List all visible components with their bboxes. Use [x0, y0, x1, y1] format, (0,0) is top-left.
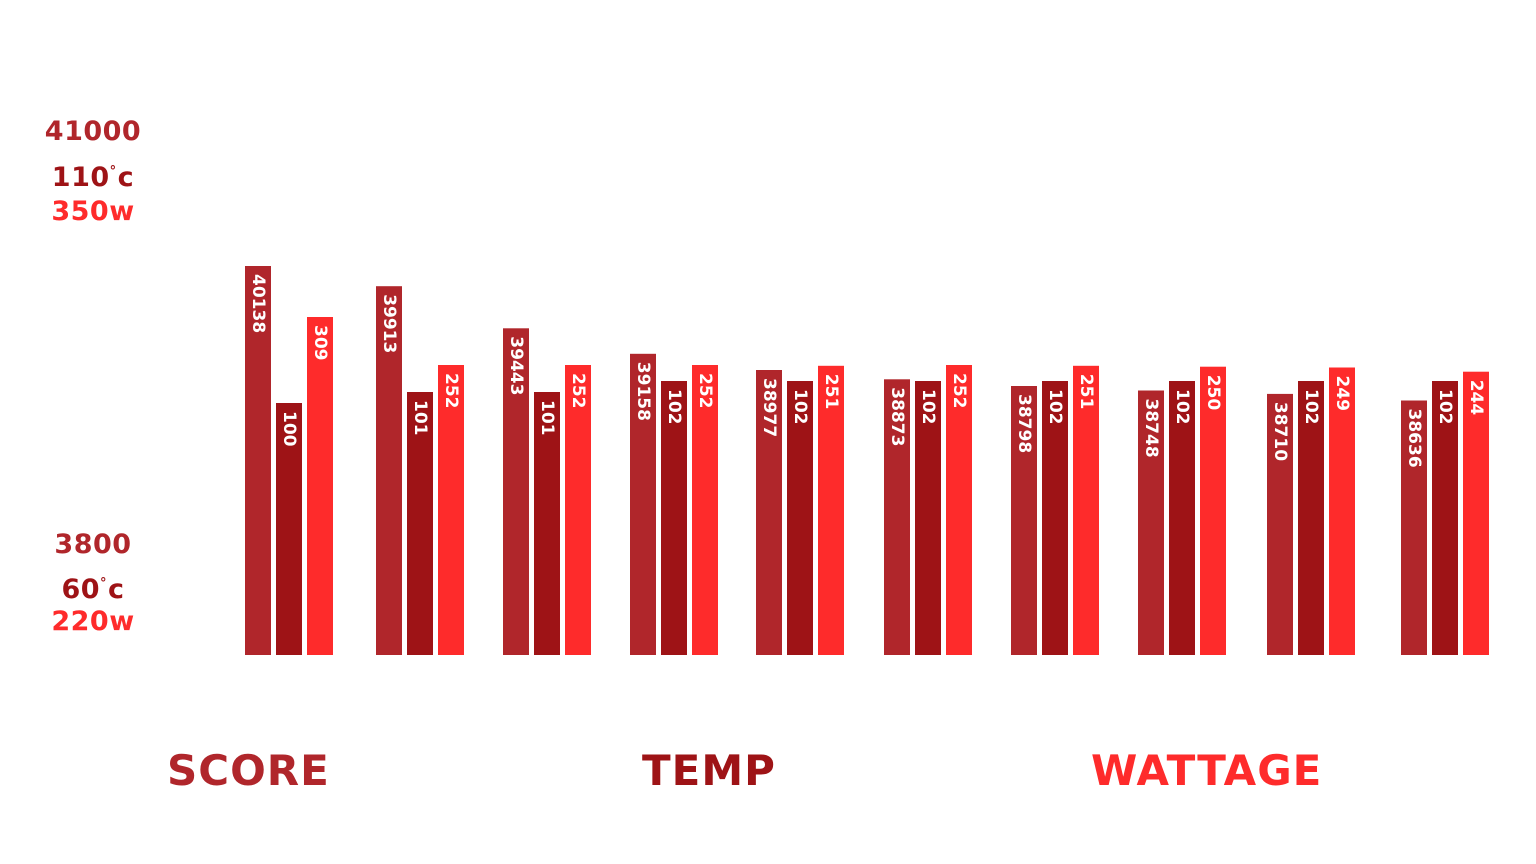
bar-wattage-7: [1073, 365, 1099, 655]
bar-label-score-10: 38636: [1404, 409, 1424, 468]
bar-score-6: [884, 379, 910, 655]
bar-wattage-9: [1329, 367, 1355, 655]
bar-label-wattage-5: 251: [821, 374, 841, 410]
bar-label-wattage-2: 252: [441, 373, 461, 409]
bar-label-temp-10: 102: [1435, 389, 1455, 425]
bar-score-5: [756, 370, 782, 655]
bar-wattage-5: [818, 365, 844, 655]
bar-wattage-10: [1463, 371, 1489, 655]
bar-label-score-1: 40138: [248, 274, 268, 333]
bar-label-score-5: 38977: [759, 378, 779, 437]
bar-score-2: [376, 286, 402, 655]
bar-label-wattage-10: 244: [1466, 380, 1486, 416]
bar-label-wattage-1: 309: [310, 325, 330, 361]
bar-label-temp-4: 102: [664, 389, 684, 425]
bar-temp-7: [1042, 381, 1068, 655]
bar-temp-9: [1298, 381, 1324, 655]
bar-temp-6: [915, 381, 941, 655]
axis-bottom-score-label: 3800: [54, 529, 132, 560]
bar-label-temp-8: 102: [1172, 389, 1192, 425]
bar-label-temp-3: 101: [537, 400, 557, 436]
axis-top-wattage-label: 350w: [51, 196, 135, 227]
bar-label-score-2: 39913: [379, 294, 399, 353]
bar-wattage-6: [946, 365, 972, 655]
axis-top-temp-value: 110: [51, 162, 110, 193]
bar-wattage-1: [307, 317, 333, 655]
bar-label-wattage-4: 252: [695, 373, 715, 409]
axis-bottom-wattage-label: 220w: [51, 606, 135, 637]
axis-bottom-degree-symbol: °: [100, 576, 108, 591]
axis-bottom-temp-label: 60°c: [18, 570, 168, 604]
axis-bottom-temp-value: 60: [61, 574, 101, 605]
axis-top-score-label: 41000: [44, 116, 142, 147]
bar-temp-5: [787, 381, 813, 655]
bar-temp-8: [1169, 381, 1195, 655]
bar-label-score-4: 39158: [633, 362, 653, 421]
bar-label-wattage-8: 250: [1203, 375, 1223, 411]
bar-wattage-4: [692, 365, 718, 655]
bar-label-score-8: 38748: [1141, 399, 1161, 458]
bar-label-temp-9: 102: [1301, 389, 1321, 425]
bar-label-temp-7: 102: [1045, 389, 1065, 425]
bar-label-temp-5: 102: [790, 389, 810, 425]
axis-top-temp-label: 110°c: [18, 158, 168, 192]
bar-score-3: [503, 328, 529, 655]
bar-score-9: [1267, 393, 1293, 655]
bar-wattage-2: [438, 365, 464, 655]
bar-wattage-3: [565, 365, 591, 655]
bar-temp-2: [407, 392, 433, 655]
bar-score-7: [1011, 386, 1037, 655]
bar-label-temp-2: 101: [410, 400, 430, 436]
bar-label-wattage-3: 252: [568, 373, 588, 409]
axis-bottom-temp-unit: c: [108, 574, 125, 605]
legend-wattage: WATTAGE: [1091, 746, 1323, 795]
bar-temp-3: [534, 392, 560, 655]
bar-wattage-8: [1200, 366, 1226, 655]
legend-score: SCORE: [167, 746, 330, 795]
bar-label-score-6: 38873: [887, 387, 907, 446]
bar-label-temp-1: 100: [279, 411, 299, 447]
bar-score-4: [630, 353, 656, 655]
bar-score-1: [245, 266, 271, 655]
bar-score-8: [1138, 390, 1164, 655]
bar-label-score-9: 38710: [1270, 402, 1290, 461]
bar-label-wattage-9: 249: [1332, 376, 1352, 412]
bar-score-10: [1401, 400, 1427, 655]
legend-temp: TEMP: [642, 746, 776, 795]
bar-label-wattage-7: 251: [1076, 374, 1096, 410]
bar-temp-1: [276, 403, 302, 655]
bar-label-score-7: 38798: [1014, 394, 1034, 453]
bar-temp-10: [1432, 381, 1458, 655]
bar-temp-4: [661, 381, 687, 655]
bar-label-score-3: 39443: [506, 336, 526, 395]
axis-top-degree-symbol: °: [109, 164, 117, 179]
bar-label-temp-6: 102: [918, 389, 938, 425]
bar-label-wattage-6: 252: [949, 373, 969, 409]
axis-top-temp-unit: c: [117, 162, 135, 193]
